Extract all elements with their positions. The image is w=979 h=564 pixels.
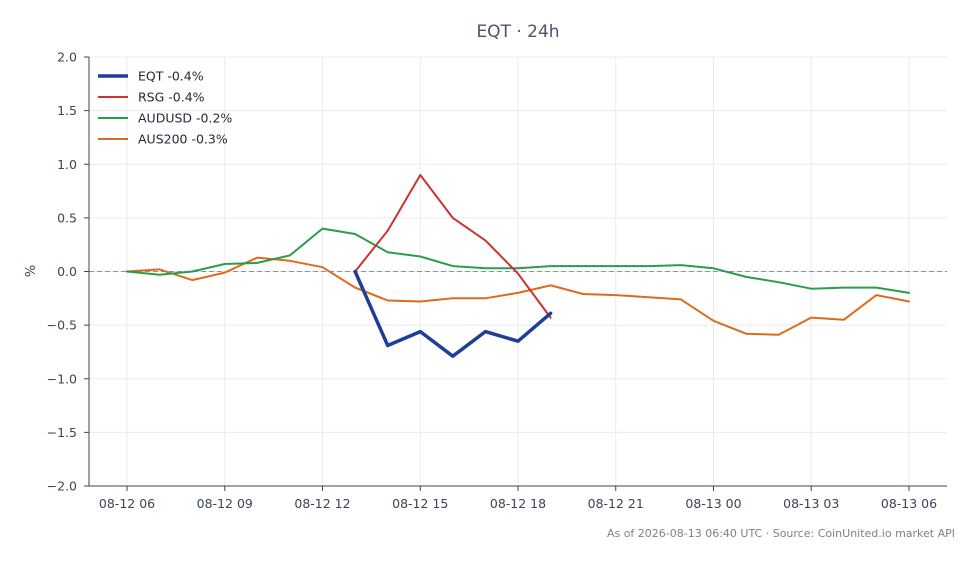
footer-note: As of 2026-08-13 06:40 UTC · Source: Coi… — [607, 527, 955, 540]
x-tick-label: 08-12 15 — [392, 496, 448, 511]
chart-title: EQT · 24h — [476, 22, 559, 42]
x-ticks: 08-12 06 08-12 09 08-12 12 08-12 15 08-12 18… — [99, 486, 937, 511]
series-line-3 — [126, 256, 910, 336]
y-tick-label: 0.5 — [57, 210, 77, 225]
legend: EQT -0.4% RSG -0.4% AUDUSD -0.2% AUS200 -0.… — [98, 69, 232, 147]
series-line-1 — [354, 174, 552, 319]
x-tick-label: 08-12 12 — [294, 496, 350, 511]
x-tick-label: 08-13 03 — [783, 496, 839, 511]
y-tick-label: −0.5 — [47, 318, 77, 333]
y-ticks: 2.0 1.5 1.0 0.5 0.0 −0.5 −1.0 −1.5 −2.0 — [47, 50, 89, 494]
y-axis-label: % — [24, 265, 39, 277]
legend-label: RSG -0.4% — [138, 90, 205, 105]
y-tick-label: 0.0 — [57, 264, 77, 279]
y-tick-label: −2.0 — [47, 479, 77, 494]
series-line-2 — [126, 227, 910, 294]
series-line-0 — [353, 269, 553, 358]
x-tick-label: 08-12 18 — [490, 496, 546, 511]
x-tick-label: 08-13 00 — [685, 496, 741, 511]
series-lines — [126, 174, 910, 358]
x-tick-label: 08-12 21 — [588, 496, 644, 511]
y-tick-label: 2.0 — [57, 50, 77, 65]
y-tick-label: 1.0 — [57, 157, 77, 172]
y-tick-label: −1.0 — [47, 371, 77, 386]
y-tick-label: 1.5 — [57, 103, 77, 118]
legend-label: AUDUSD -0.2% — [138, 111, 232, 126]
legend-label: AUS200 -0.3% — [138, 132, 228, 147]
legend-label: EQT -0.4% — [138, 69, 204, 84]
x-tick-label: 08-12 06 — [99, 496, 155, 511]
x-tick-label: 08-13 06 — [881, 496, 937, 511]
y-tick-label: −1.5 — [47, 425, 77, 440]
x-tick-label: 08-12 09 — [197, 496, 253, 511]
